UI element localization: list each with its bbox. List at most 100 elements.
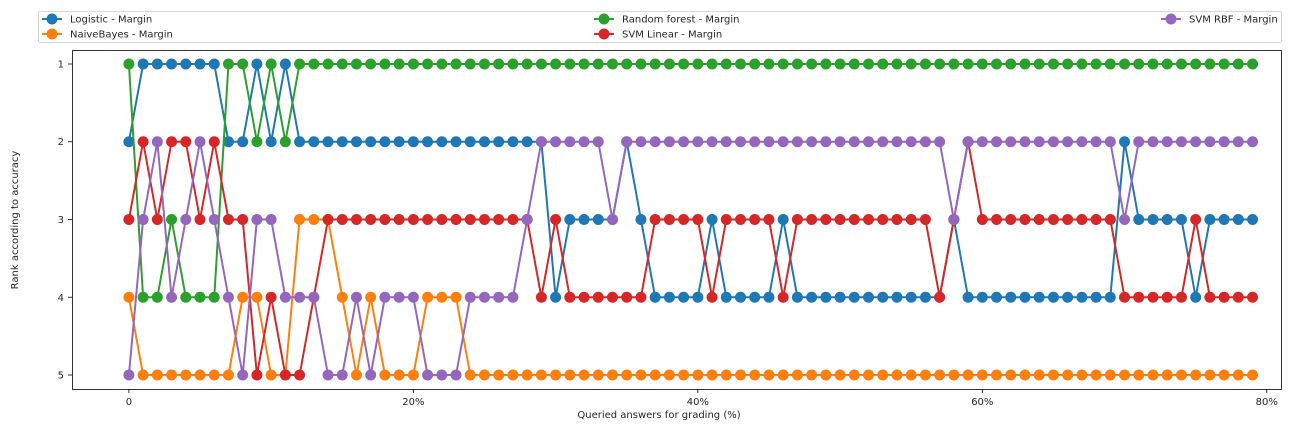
data-point: [208, 58, 220, 70]
data-point: [663, 291, 675, 303]
data-point: [635, 214, 647, 225]
data-point: [1019, 58, 1031, 70]
data-point: [308, 136, 320, 148]
data-point: [422, 214, 434, 225]
data-point: [1019, 369, 1031, 381]
data-point: [564, 214, 576, 225]
data-point: [820, 58, 832, 70]
data-point: [308, 58, 320, 70]
data-point: [962, 58, 974, 70]
data-point: [379, 369, 391, 381]
data-point: [663, 136, 675, 148]
data-point: [422, 291, 434, 303]
data-point: [877, 214, 889, 225]
data-point: [1019, 214, 1031, 225]
data-point: [1119, 136, 1131, 148]
data-point: [407, 214, 419, 225]
data-point: [877, 58, 889, 70]
data-point: [166, 291, 178, 303]
data-point: [379, 214, 391, 225]
data-point: [1076, 214, 1088, 225]
data-point: [1133, 291, 1145, 303]
data-point: [863, 58, 875, 70]
data-point: [251, 369, 263, 381]
data-point: [194, 214, 206, 225]
data-point: [976, 369, 988, 381]
legend-marker: [598, 13, 610, 25]
data-point: [720, 369, 732, 381]
data-point: [151, 369, 163, 381]
y-tick-label: 2: [58, 137, 64, 148]
data-point: [1062, 58, 1074, 70]
data-point: [521, 58, 533, 70]
data-point: [806, 58, 818, 70]
data-point: [1104, 136, 1116, 148]
data-point: [735, 291, 747, 303]
x-tick-label: 80%: [1256, 397, 1278, 408]
data-point: [820, 214, 832, 225]
data-point: [1204, 214, 1216, 225]
data-point: [678, 291, 690, 303]
data-point: [507, 214, 519, 225]
data-point: [905, 58, 917, 70]
data-point: [763, 369, 775, 381]
data-point: [478, 214, 490, 225]
data-point: [991, 58, 1003, 70]
data-point: [322, 214, 334, 225]
data-point: [606, 58, 618, 70]
legend-label: Logistic - Margin: [70, 15, 152, 26]
data-point: [692, 214, 704, 225]
data-point: [251, 291, 263, 303]
data-point: [464, 369, 476, 381]
data-point: [877, 369, 889, 381]
legend-label: Random forest - Margin: [622, 15, 740, 26]
plot-frame: [72, 50, 1282, 390]
data-point: [905, 369, 917, 381]
data-point: [279, 369, 291, 381]
data-point: [863, 291, 875, 303]
data-point: [493, 58, 505, 70]
data-point: [393, 291, 405, 303]
data-point: [919, 291, 931, 303]
data-point: [222, 369, 234, 381]
data-point: [678, 136, 690, 148]
data-point: [336, 58, 348, 70]
x-tick-label: 40%: [687, 397, 709, 408]
data-point: [251, 58, 263, 70]
data-point: [777, 58, 789, 70]
data-point: [635, 369, 647, 381]
legend-entry: Random forest - Margin: [594, 13, 740, 26]
data-point: [422, 136, 434, 148]
legend-entry: NaiveBayes - Margin: [42, 28, 173, 41]
data-point: [493, 136, 505, 148]
data-point: [1047, 214, 1059, 225]
data-point: [735, 214, 747, 225]
y-tick-label: 4: [58, 293, 64, 304]
data-point: [706, 291, 718, 303]
data-point: [1104, 291, 1116, 303]
data-point: [379, 136, 391, 148]
data-point: [649, 369, 661, 381]
data-point: [706, 214, 718, 225]
data-point: [478, 291, 490, 303]
data-point: [692, 369, 704, 381]
data-point: [948, 369, 960, 381]
data-point: [635, 136, 647, 148]
data-point: [1247, 136, 1259, 148]
data-point: [379, 291, 391, 303]
data-point: [834, 136, 846, 148]
data-point: [592, 369, 604, 381]
data-point: [578, 291, 590, 303]
data-point: [450, 58, 462, 70]
data-point: [791, 291, 803, 303]
data-point: [1019, 136, 1031, 148]
data-point: [1218, 369, 1230, 381]
series-3: [123, 136, 1259, 381]
data-point: [1247, 214, 1259, 225]
data-point: [151, 136, 163, 148]
data-point: [336, 136, 348, 148]
data-point: [649, 58, 661, 70]
data-point: [535, 291, 547, 303]
data-point: [834, 58, 846, 70]
data-point: [806, 214, 818, 225]
